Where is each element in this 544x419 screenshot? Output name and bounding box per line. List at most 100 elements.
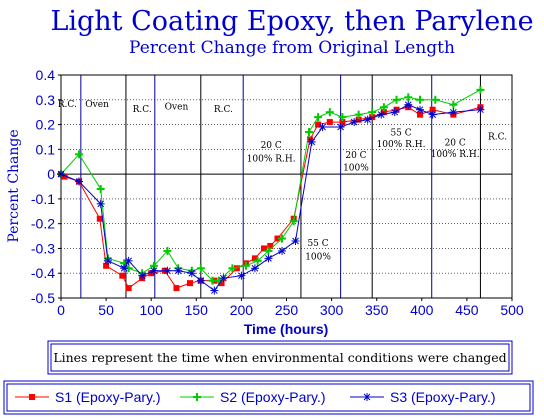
data-point — [163, 246, 172, 255]
data-point — [274, 235, 281, 242]
data-point — [125, 285, 132, 292]
data-point — [428, 110, 437, 119]
data-point — [307, 137, 316, 146]
annotation-label: R.C. — [58, 100, 77, 110]
data-point — [187, 269, 196, 278]
y-tick-label: -0.4 — [31, 265, 55, 281]
data-point — [103, 256, 112, 265]
x-tick-label: 450 — [455, 302, 479, 318]
data-point — [315, 121, 322, 128]
data-point — [415, 95, 424, 104]
annotation-label: R.C. — [133, 105, 152, 115]
data-point — [103, 262, 110, 269]
data-point — [291, 237, 300, 246]
annotation-label: Oven — [85, 100, 109, 110]
y-tick-label: 0.2 — [36, 117, 56, 133]
y-tick-label: 0.3 — [36, 92, 56, 108]
note-box-inner — [50, 343, 510, 372]
y-tick-label: -0.3 — [31, 240, 55, 256]
data-point — [253, 256, 262, 265]
data-point — [210, 286, 219, 295]
legend: S1 (Epoxy-Pary.) S2 (Epoxy-Pary.) S3 (Epox… — [15, 389, 496, 405]
data-point — [325, 108, 334, 117]
data-point — [193, 393, 201, 401]
data-point — [75, 150, 84, 159]
x-tick-label: 500 — [500, 302, 524, 318]
data-point — [163, 266, 172, 275]
y-axis-label: Percent Change — [6, 129, 22, 242]
x-tick-label: 350 — [365, 302, 389, 318]
data-point — [318, 123, 327, 132]
data-point — [173, 285, 180, 292]
data-point — [250, 264, 259, 273]
annotation-label: 55 C — [307, 239, 328, 249]
data-point — [379, 103, 388, 112]
data-point — [476, 85, 485, 94]
data-point — [120, 264, 129, 273]
data-point — [363, 115, 372, 124]
legend-item: S2 (Epoxy-Pary.) — [180, 389, 326, 405]
legend-label: S3 (Epoxy-Pary.) — [390, 389, 496, 405]
data-point — [174, 266, 183, 275]
annotation-label: 20 C — [445, 139, 466, 149]
y-tick-label: 0.4 — [36, 67, 56, 83]
data-point — [264, 246, 273, 255]
x-tick-labels: 0 50 100 150 200 250 300 350 400 450 500 — [57, 298, 524, 318]
y-tick-label: -0.2 — [31, 216, 55, 232]
annotation-label: 100% R.H. — [247, 155, 296, 165]
annotation-label: 20 C — [261, 141, 282, 151]
data-point — [218, 280, 225, 287]
y-tick-label: 0 — [47, 166, 55, 182]
data-point — [96, 184, 105, 193]
x-tick-label: 250 — [275, 302, 299, 318]
data-point — [61, 173, 68, 180]
data-point — [476, 105, 485, 114]
annotation-label: 100% R.H. — [431, 150, 480, 160]
data-point — [326, 119, 333, 126]
data-point — [390, 108, 399, 117]
data-point — [338, 113, 347, 122]
data-point — [277, 234, 286, 243]
annotation-label: 100% R.H. — [377, 140, 426, 150]
x-tick-label: 150 — [185, 302, 209, 318]
data-point — [260, 245, 267, 252]
data-point — [355, 116, 362, 123]
x-tick-label: 300 — [320, 302, 344, 318]
annotation-label: 100% — [305, 253, 331, 263]
x-axis-label: Time (hours) — [244, 321, 329, 337]
annotation-label: 20 C — [345, 151, 366, 161]
data-point — [196, 276, 205, 285]
data-point — [251, 255, 258, 262]
y-tick-label: 0.1 — [36, 141, 56, 157]
note-box-outer — [47, 340, 513, 375]
y-tick-label: -0.1 — [31, 191, 55, 207]
data-point — [96, 199, 105, 208]
data-point — [429, 106, 436, 113]
data-point — [415, 105, 424, 114]
data-point — [449, 108, 458, 117]
data-point — [404, 100, 413, 109]
data-point — [416, 111, 423, 118]
data-point — [449, 100, 458, 109]
x-tick-label: 100 — [140, 302, 164, 318]
data-point — [75, 177, 84, 186]
data-point — [186, 280, 193, 287]
data-point — [264, 254, 273, 263]
legend-box-outer — [3, 380, 534, 415]
data-point — [377, 110, 386, 119]
data-point — [138, 271, 147, 280]
data-point — [267, 242, 274, 249]
data-point — [354, 110, 363, 119]
series-line — [60, 89, 481, 282]
legend-label: S2 (Epoxy-Pary.) — [220, 389, 326, 405]
data-point — [336, 123, 345, 132]
data-point — [289, 217, 298, 226]
data-point — [404, 93, 413, 102]
chart-subtitle: Percent Change from Original Length — [129, 38, 455, 58]
data-point — [431, 95, 440, 104]
y-tick-labels: 0.4 0.3 0.2 0.1 0 -0.1 -0.2 -0.3 -0.4 -0.5 — [31, 67, 61, 306]
data-point — [196, 264, 205, 273]
annotation-label: Oven — [165, 103, 189, 113]
